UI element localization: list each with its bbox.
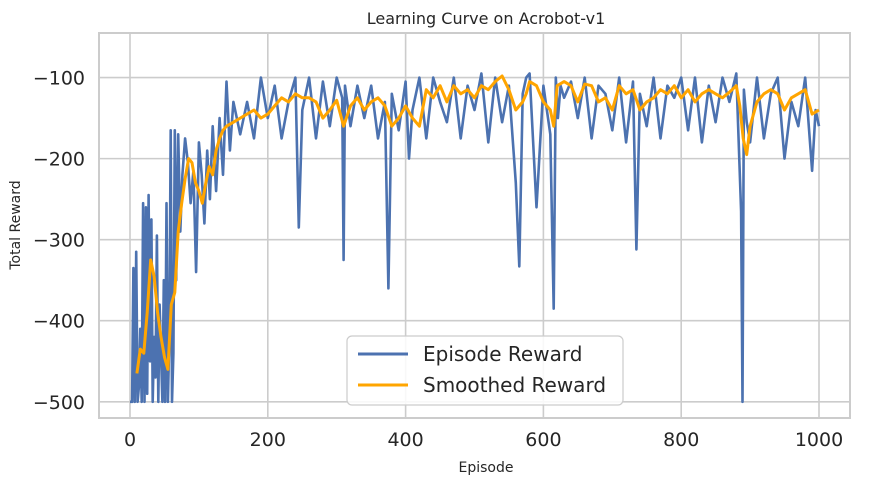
y-tick-label: −400 bbox=[33, 311, 85, 333]
legend: Episode Reward Smoothed Reward bbox=[346, 335, 624, 406]
y-tick-label: −200 bbox=[33, 149, 85, 171]
chart-title: Learning Curve on Acrobot-v1 bbox=[367, 9, 606, 28]
x-tick-label: 0 bbox=[124, 429, 136, 451]
series-line-1 bbox=[135, 74, 820, 374]
x-tick-label: 800 bbox=[663, 429, 699, 451]
x-tick-label: 200 bbox=[250, 429, 286, 451]
x-tick-label: 600 bbox=[525, 429, 561, 451]
plot-frame bbox=[98, 32, 851, 419]
legend-label: Episode Reward bbox=[423, 342, 582, 366]
tick-labels: 0 200 400 600 800 1000 −100 −200 −300 −400 −500 bbox=[33, 68, 843, 451]
y-tick-label: −100 bbox=[33, 68, 85, 90]
legend-box bbox=[346, 335, 624, 406]
y-tick-label: −500 bbox=[33, 392, 85, 414]
series-1 bbox=[135, 74, 820, 374]
y-tick-label: −300 bbox=[33, 230, 85, 252]
x-tick-label: 1000 bbox=[795, 429, 843, 451]
legend-label: Smoothed Reward bbox=[423, 373, 606, 397]
x-tick-label: 400 bbox=[387, 429, 423, 451]
series-lines bbox=[130, 72, 821, 404]
x-axis-label: Episode bbox=[459, 460, 514, 476]
y-axis-label: Total Reward bbox=[8, 180, 24, 270]
